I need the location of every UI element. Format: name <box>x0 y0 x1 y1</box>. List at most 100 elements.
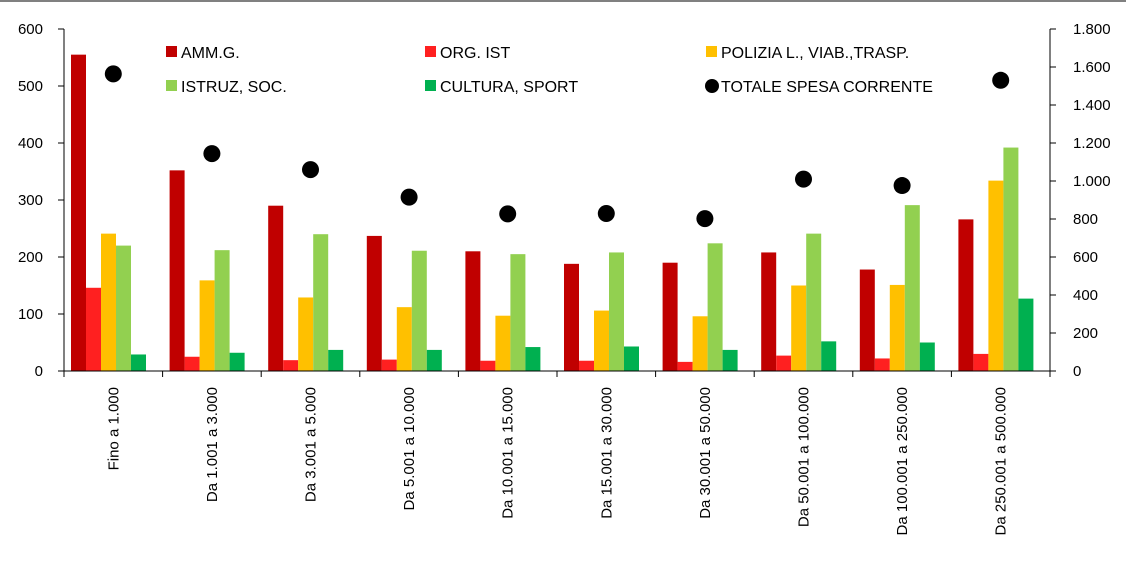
legend-label-polizia-l-viab-trasp: POLIZIA L., VIAB.,TRASP. <box>721 45 909 62</box>
dot-totale-spesa-corrente-1 <box>203 145 221 163</box>
y-right-tick-label-3: 600 <box>1073 249 1098 266</box>
legend: AMM.G. ORG. IST POLIZIA L., VIAB.,TRASP. IS… <box>166 45 933 96</box>
bar-polizia-l-viab-trasp--7 <box>791 285 807 371</box>
y-right-tick-label-5: 1.000 <box>1073 173 1111 190</box>
y-right-tick-label-6: 1.200 <box>1073 135 1111 152</box>
y-left-tick-label-0: 0 <box>35 363 43 380</box>
y-left-tick-label-2: 200 <box>18 249 43 266</box>
bar-org-ist-2 <box>283 360 299 371</box>
y-left-tick-label-1: 100 <box>18 306 43 323</box>
legend-marker-totale-spesa-corrente <box>705 79 719 93</box>
bar-istruz-soc--4 <box>510 254 526 371</box>
dot-totale-spesa-corrente-6 <box>696 210 714 228</box>
dot-totale-spesa-corrente-9 <box>992 71 1010 89</box>
bar-org-ist-1 <box>184 356 200 371</box>
legend-swatch-istruz-soc <box>166 80 177 91</box>
legend-swatch-org-ist <box>425 46 436 57</box>
bar-amm-g--0 <box>71 54 86 372</box>
category-label-6: Da 30.001 a 50.000 <box>697 387 714 519</box>
bar-amm-g--2 <box>268 205 284 371</box>
bar-polizia-l-viab-trasp--3 <box>396 307 412 371</box>
dots-layer <box>104 65 1010 228</box>
y-left-tick-label-5: 500 <box>18 78 43 95</box>
bar-polizia-l-viab-trasp--0 <box>101 233 116 371</box>
y-right-tick-label-4: 800 <box>1073 211 1098 228</box>
dot-totale-spesa-corrente-4 <box>499 205 517 223</box>
category-label-1: Da 1.001 a 3.000 <box>204 387 221 502</box>
bar-amm-g--1 <box>169 170 185 371</box>
legend-label-totale-spesa-corrente: TOTALE SPESA CORRENTE <box>721 79 933 96</box>
bar-istruz-soc--3 <box>411 250 427 371</box>
bar-istruz-soc--2 <box>313 234 329 371</box>
bar-cultura-sport-9 <box>1018 298 1034 371</box>
bar-cultura-sport-2 <box>328 349 344 371</box>
bar-org-ist-5 <box>579 360 594 371</box>
bar-amm-g--9 <box>958 219 974 371</box>
bar-polizia-l-viab-trasp--2 <box>298 297 314 371</box>
axes-layer: 0 100 200 300 400 500 600 0 200 400 600 800 1.000 1.2… <box>18 21 1111 380</box>
legend-swatch-amm-g <box>166 46 177 57</box>
bar-org-ist-8 <box>874 358 890 371</box>
bar-cultura-sport-3 <box>426 349 442 371</box>
bar-cultura-sport-6 <box>722 349 738 371</box>
bar-polizia-l-viab-trasp--5 <box>594 310 609 371</box>
bar-org-ist-3 <box>381 359 397 371</box>
bar-amm-g--3 <box>366 235 382 371</box>
bar-org-ist-7 <box>776 355 792 371</box>
legend-label-istruz-soc: ISTRUZ, SOC. <box>181 79 287 96</box>
bar-polizia-l-viab-trasp--6 <box>692 316 708 371</box>
dot-totale-spesa-corrente-8 <box>893 177 911 195</box>
bar-cultura-sport-5 <box>624 346 639 371</box>
y-right-tick-label-1: 200 <box>1073 325 1098 342</box>
bars-layer <box>71 54 1034 372</box>
category-label-5: Da 15.001 a 30.000 <box>598 387 615 519</box>
category-label-4: Da 10.001 a 15.000 <box>500 387 517 519</box>
category-label-7: Da 50.001 a 100.000 <box>796 387 813 527</box>
bar-cultura-sport-4 <box>525 347 541 371</box>
bar-istruz-soc--8 <box>904 205 920 371</box>
bar-polizia-l-viab-trasp--4 <box>495 315 511 371</box>
dot-totale-spesa-corrente-5 <box>597 204 615 222</box>
dot-totale-spesa-corrente-0 <box>104 65 122 83</box>
bar-istruz-soc--7 <box>806 233 822 371</box>
legend-label-cultura-sport: CULTURA, SPORT <box>440 79 578 96</box>
bar-cultura-sport-8 <box>919 342 935 371</box>
bar-polizia-l-viab-trasp--8 <box>889 284 905 371</box>
legend-label-org-ist: ORG. IST <box>440 45 510 62</box>
dot-totale-spesa-corrente-3 <box>400 188 418 206</box>
y-left-tick-label-6: 600 <box>18 21 43 38</box>
bar-cultura-sport-1 <box>229 352 245 371</box>
bar-istruz-soc--9 <box>1003 147 1019 371</box>
category-labels: Fino a 1.000 Da 1.001 a 3.000 Da 3.001 a 5… <box>105 387 1009 535</box>
y-right-tick-label-7: 1.400 <box>1073 97 1111 114</box>
bar-istruz-soc--1 <box>214 250 230 371</box>
y-left-tick-label-3: 300 <box>18 192 43 209</box>
y-right-tick-label-8: 1.600 <box>1073 59 1111 76</box>
category-label-9: Da 250.001 a 500.000 <box>993 387 1010 535</box>
bar-org-ist-0 <box>86 287 101 371</box>
bar-istruz-soc--5 <box>609 252 624 371</box>
bar-amm-g--8 <box>859 269 875 371</box>
bar-cultura-sport-0 <box>131 354 146 371</box>
y-right-tick-label-9: 1.800 <box>1073 21 1111 38</box>
bar-amm-g--6 <box>662 262 678 371</box>
dot-totale-spesa-corrente-7 <box>795 170 812 188</box>
bar-org-ist-6 <box>677 361 693 371</box>
bar-amm-g--5 <box>564 263 579 371</box>
bar-istruz-soc--0 <box>116 245 131 371</box>
bar-org-ist-9 <box>973 353 989 371</box>
bar-org-ist-4 <box>480 360 496 371</box>
bar-amm-g--7 <box>761 252 777 371</box>
bar-cultura-sport-7 <box>821 341 837 371</box>
category-label-3: Da 5.001 a 10.000 <box>401 387 418 510</box>
bar-istruz-soc--6 <box>707 243 723 371</box>
bar-polizia-l-viab-trasp--1 <box>199 280 215 371</box>
bar-polizia-l-viab-trasp--9 <box>988 180 1004 371</box>
legend-swatch-polizia-l-viab-trasp <box>706 46 717 57</box>
category-label-8: Da 100.001 a 250.000 <box>894 387 911 535</box>
y-right-tick-label-2: 400 <box>1073 287 1098 304</box>
y-right-tick-label-0: 0 <box>1073 363 1081 380</box>
category-label-0: Fino a 1.000 <box>105 387 122 470</box>
